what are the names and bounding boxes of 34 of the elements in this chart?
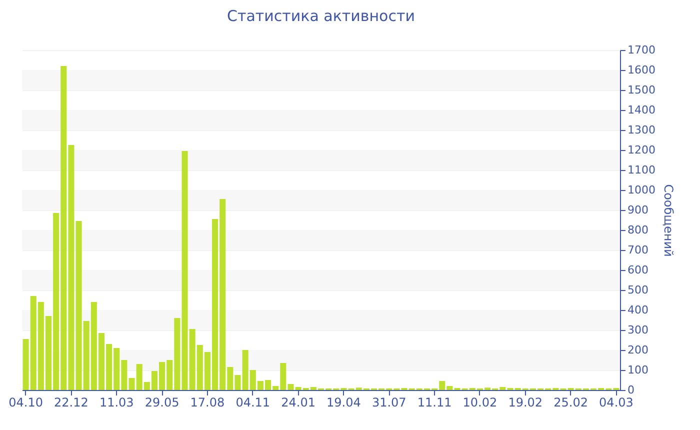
x-tick-label: 19.04 [326, 396, 361, 410]
y-tick-label: 0 [628, 384, 634, 396]
y-tick-label: 400 [628, 304, 648, 316]
y-tick-label: 1200 [628, 144, 656, 156]
y-tick-label: 1400 [628, 104, 656, 116]
y-tick-label: 900 [628, 204, 648, 216]
x-tick-label: 04.03 [599, 396, 634, 410]
y-tick-label: 500 [628, 284, 648, 296]
chart-title: Статистика активности [227, 7, 415, 25]
y-tick-label: 1100 [628, 164, 656, 176]
x-tick-label: 11.11 [417, 396, 452, 410]
x-tick-label: 29.05 [144, 396, 180, 410]
x-tick-label: 25.02 [554, 396, 588, 410]
x-tick-label: 04.10 [8, 396, 43, 410]
x-tick-label: 22.12 [54, 396, 88, 410]
x-tick-label: 19.02 [508, 396, 543, 410]
y-tick-label: 700 [628, 244, 648, 256]
x-tick-label: 04.11 [236, 396, 270, 410]
y-tick-label: 800 [628, 224, 648, 236]
x-tick-label: 31.07 [372, 396, 406, 410]
y-tick-label: 1500 [628, 84, 656, 96]
y-axis-title: Сообщений [661, 184, 676, 257]
y-tick-label: 1000 [628, 184, 656, 196]
y-tick-label: 1700 [628, 44, 656, 56]
x-tick-label: 10.02 [462, 396, 498, 410]
x-tick-label: 24.01 [281, 396, 316, 410]
x-tick-label: 11.03 [99, 396, 134, 410]
y-tick-label: 1600 [628, 64, 656, 76]
y-tick-label: 300 [628, 324, 648, 336]
y-tick-label: 100 [628, 364, 648, 376]
y-tick-label: 600 [628, 264, 648, 276]
x-tick-label: 17.08 [190, 396, 225, 410]
y-tick-label: 200 [628, 344, 648, 356]
y-tick-label: 1300 [628, 124, 656, 136]
